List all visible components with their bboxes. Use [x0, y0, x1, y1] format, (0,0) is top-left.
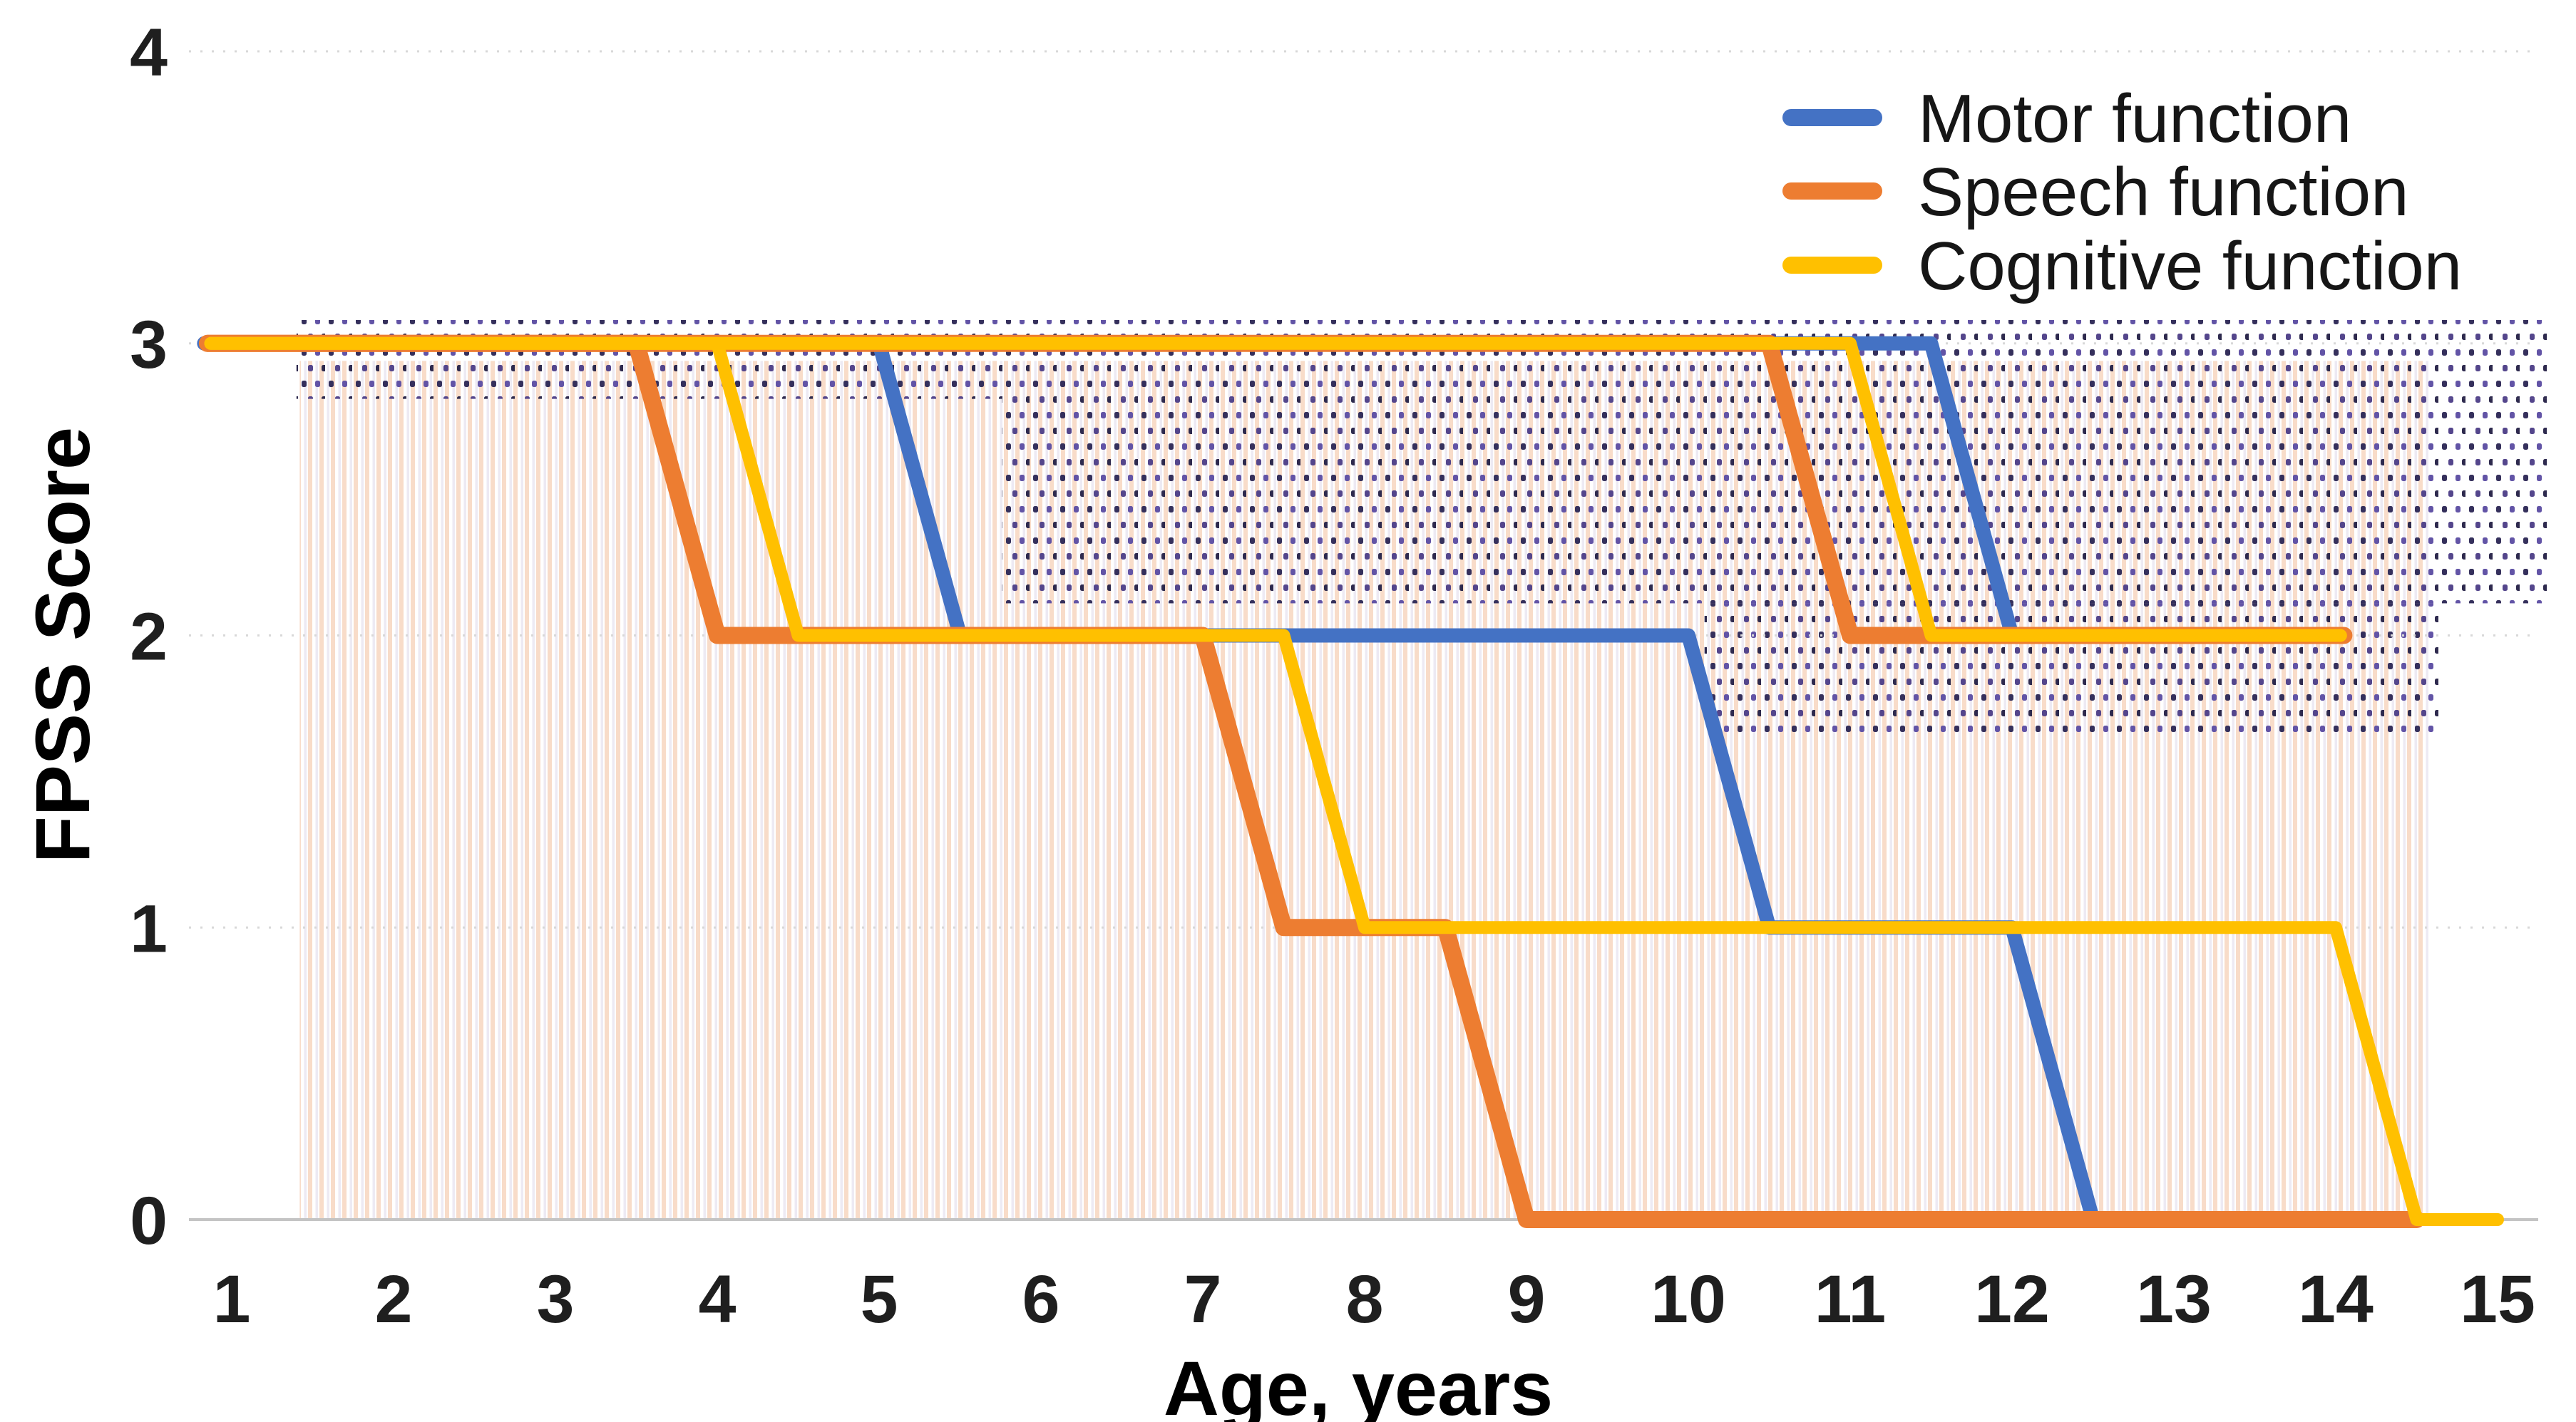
x-tick-label: 3 [537, 1262, 575, 1337]
dotted-region [1002, 398, 2548, 604]
series-line-cognitive-p2 [204, 336, 2347, 642]
x-tick-label: 4 [699, 1262, 737, 1337]
x-axis-title: Age, years [1164, 1345, 1553, 1422]
legend-item: Speech function [1782, 154, 2409, 230]
x-tick-label: 12 [1974, 1262, 2050, 1337]
x-tick-label: 1 [213, 1262, 251, 1337]
legend-swatch [1782, 257, 1882, 274]
pattern-regions [296, 319, 2548, 1220]
y-tick-label: 2 [130, 599, 168, 675]
y-axis-title: FPSS Score [19, 427, 106, 863]
dotted-region [1704, 603, 2441, 741]
series-lines [197, 334, 2504, 1228]
y-axis-tick-labels: 0 1 2 3 4 [130, 15, 168, 1259]
legend-label: Cognitive function [1918, 228, 2462, 304]
y-tick-label: 3 [130, 307, 168, 383]
dotted-region [296, 319, 2548, 399]
series-line-speech-p1 [198, 334, 2426, 1228]
x-tick-label: 13 [2136, 1262, 2212, 1337]
x-tick-label: 15 [2460, 1262, 2535, 1337]
legend-swatch [1782, 182, 1882, 200]
x-axis-tick-labels: 1 2 3 4 5 6 7 8 9 10 11 12 13 14 15 [213, 1262, 2535, 1337]
legend-label: Motor function [1918, 81, 2351, 157]
x-tick-label: 14 [2298, 1262, 2374, 1337]
x-tick-label: 7 [1184, 1262, 1222, 1337]
legend-item: Cognitive function [1782, 228, 2462, 304]
legend-item: Motor function [1782, 81, 2351, 157]
y-tick-label: 4 [130, 15, 168, 91]
legend-swatch [1782, 109, 1882, 126]
x-tick-label: 9 [1508, 1262, 1546, 1337]
y-tick-label: 1 [130, 891, 168, 967]
y-tick-label: 0 [130, 1183, 168, 1259]
x-tick-label: 10 [1651, 1262, 1726, 1337]
x-tick-label: 11 [1815, 1262, 1886, 1337]
legend-label: Speech function [1918, 154, 2409, 230]
x-tick-label: 6 [1022, 1262, 1060, 1337]
series-line-cognitive-p1 [204, 336, 2504, 1226]
x-tick-label: 8 [1346, 1262, 1384, 1337]
x-tick-label: 5 [861, 1262, 898, 1337]
x-tick-label: 2 [375, 1262, 413, 1337]
